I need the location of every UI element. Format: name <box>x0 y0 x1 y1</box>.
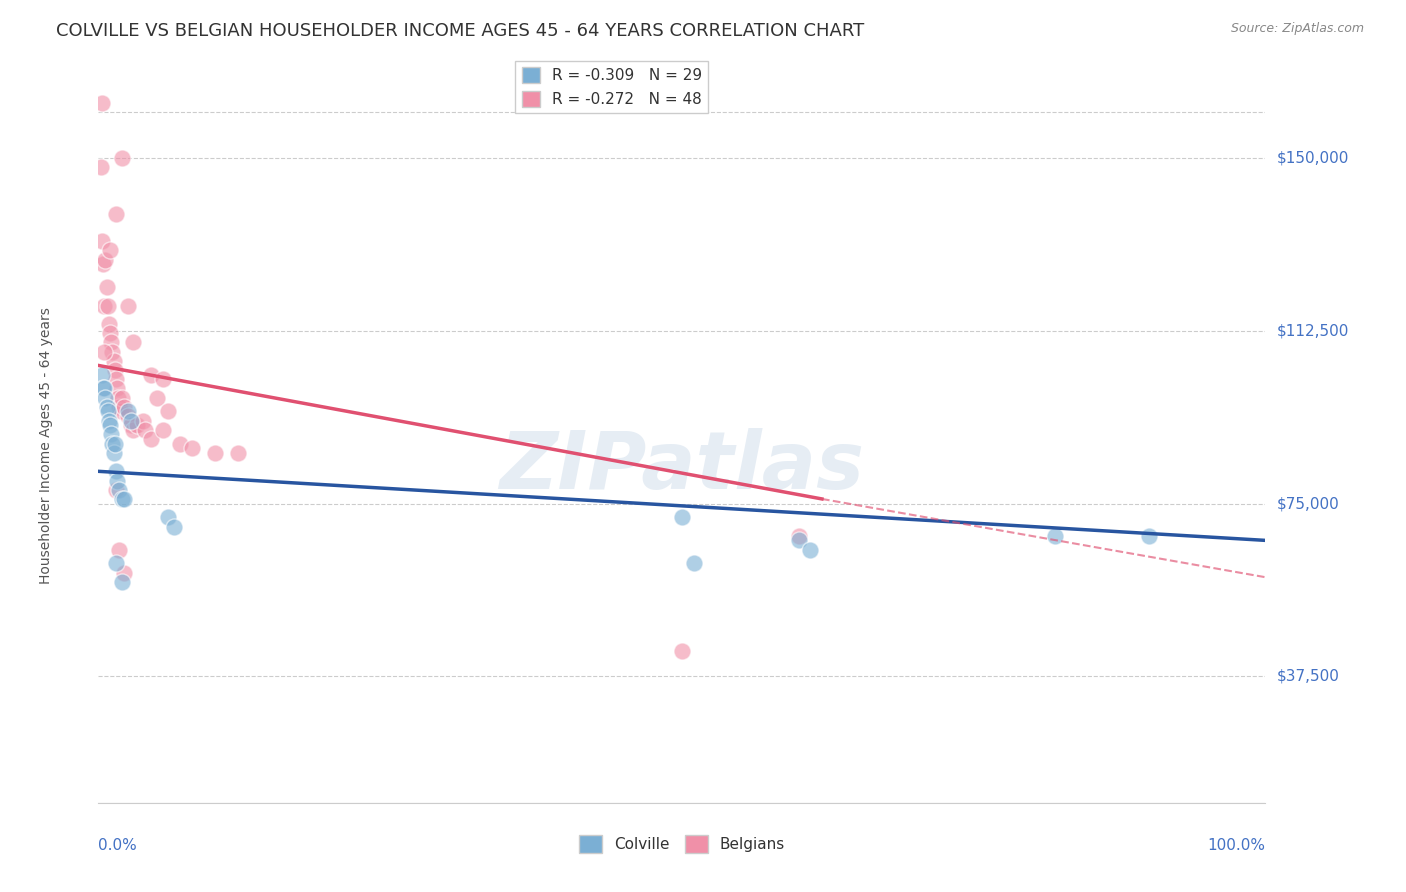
Point <box>97 414 120 428</box>
Legend: Colville, Belgians: Colville, Belgians <box>572 829 792 859</box>
Point <box>97 299 120 313</box>
Text: $75,000: $75,000 <box>1277 496 1340 511</box>
Point <box>1137 529 1160 543</box>
Text: 0.0%: 0.0% <box>98 838 138 853</box>
Point <box>91 257 114 271</box>
Point <box>787 533 810 548</box>
Point <box>104 557 127 571</box>
Point <box>163 519 186 533</box>
Point <box>94 252 117 267</box>
Point <box>111 151 134 165</box>
Point <box>104 436 127 450</box>
Point <box>682 557 704 571</box>
Point <box>112 400 135 414</box>
Point <box>101 344 124 359</box>
Point <box>103 446 125 460</box>
Point <box>157 510 180 524</box>
Point <box>98 326 121 341</box>
Point <box>132 414 155 428</box>
Point <box>111 391 134 405</box>
Point <box>93 299 115 313</box>
Text: ZIPatlas: ZIPatlas <box>499 428 865 507</box>
Point <box>111 491 134 506</box>
Point <box>120 418 142 433</box>
Text: $150,000: $150,000 <box>1277 151 1348 166</box>
Text: COLVILLE VS BELGIAN HOUSEHOLDER INCOME AGES 45 - 64 YEARS CORRELATION CHART: COLVILLE VS BELGIAN HOUSEHOLDER INCOME A… <box>56 22 865 40</box>
Text: Source: ZipAtlas.com: Source: ZipAtlas.com <box>1230 22 1364 36</box>
Point <box>104 483 127 497</box>
Point <box>146 391 169 405</box>
Point <box>169 436 191 450</box>
Point <box>98 244 121 258</box>
Point <box>96 400 118 414</box>
Point <box>105 381 128 395</box>
Point <box>90 234 112 248</box>
Point <box>100 427 122 442</box>
Text: $37,500: $37,500 <box>1277 669 1340 683</box>
Text: Householder Income Ages 45 - 64 years: Householder Income Ages 45 - 64 years <box>39 308 53 584</box>
Point <box>117 404 139 418</box>
Point <box>101 436 124 450</box>
Point <box>671 644 693 658</box>
Text: $112,500: $112,500 <box>1277 324 1348 338</box>
Point <box>108 542 131 557</box>
Point <box>90 161 112 175</box>
Point <box>104 372 127 386</box>
Point <box>90 368 112 382</box>
Point <box>228 446 250 460</box>
Point <box>787 529 810 543</box>
Point <box>105 474 128 488</box>
Point <box>122 423 145 437</box>
Point <box>94 391 117 405</box>
Point <box>108 483 131 497</box>
Point <box>104 363 127 377</box>
Point <box>120 414 142 428</box>
Point <box>111 574 134 589</box>
Point <box>103 354 125 368</box>
Point <box>180 442 202 456</box>
Point <box>100 335 122 350</box>
Point <box>112 491 135 506</box>
Point <box>117 409 139 423</box>
Point <box>139 368 162 382</box>
Point <box>93 344 115 359</box>
Point <box>152 372 174 386</box>
Point <box>152 423 174 437</box>
Point <box>97 317 120 331</box>
Point <box>98 418 121 433</box>
Point <box>117 299 139 313</box>
Point <box>139 432 162 446</box>
Point <box>107 391 129 405</box>
Point <box>91 381 114 395</box>
Point <box>799 542 821 557</box>
Point <box>96 280 118 294</box>
Point <box>97 404 120 418</box>
Point <box>90 95 112 110</box>
Point <box>671 510 693 524</box>
Text: 100.0%: 100.0% <box>1208 838 1265 853</box>
Point <box>204 446 226 460</box>
Point <box>104 464 127 478</box>
Point <box>125 418 148 433</box>
Point <box>157 404 180 418</box>
Point <box>134 423 156 437</box>
Point <box>122 335 145 350</box>
Point <box>112 566 135 580</box>
Point <box>110 404 132 418</box>
Point <box>1045 529 1067 543</box>
Point <box>93 381 115 395</box>
Point <box>104 206 127 220</box>
Point <box>108 400 131 414</box>
